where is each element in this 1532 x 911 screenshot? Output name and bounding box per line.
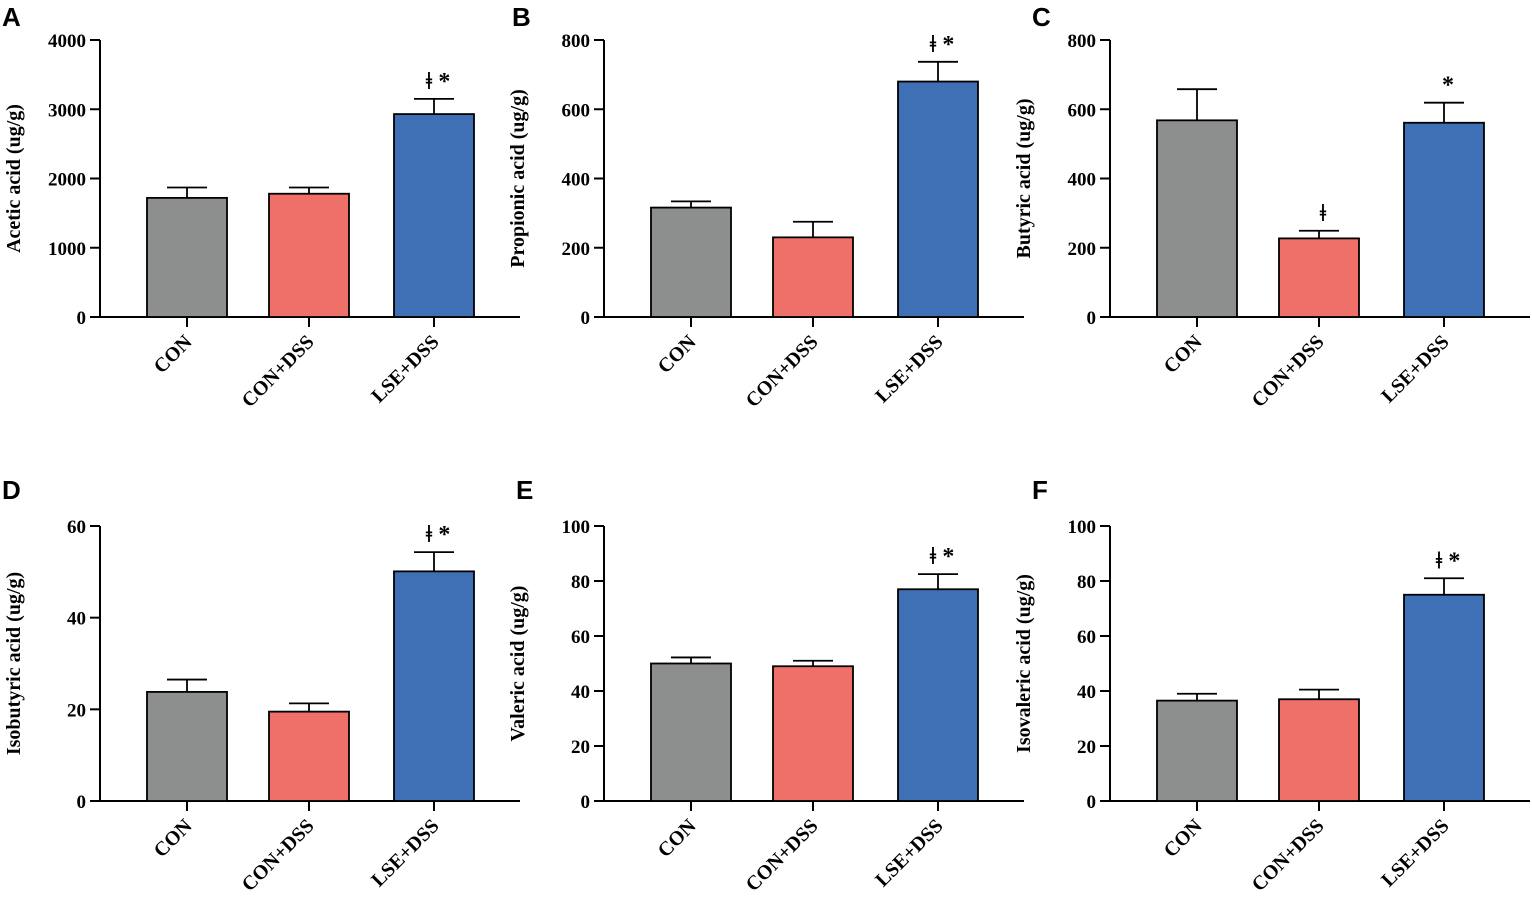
y-tick-label: 40 <box>67 609 86 630</box>
category-label: LSE+DSS <box>1377 815 1453 891</box>
category-label: CON <box>150 331 197 378</box>
y-tick-label: 20 <box>1077 737 1096 758</box>
y-tick-label: 3000 <box>48 100 86 121</box>
y-tick-label: 0 <box>1087 308 1097 329</box>
y-tick-label: 60 <box>1077 627 1096 648</box>
bar-con-dss <box>772 236 854 318</box>
y-tick-label: 20 <box>67 700 86 721</box>
bar-con-dss <box>1278 237 1360 318</box>
panel-letter: D <box>2 475 21 505</box>
category-label: LSE+DSS <box>871 331 947 407</box>
y-tick-label: 800 <box>1068 31 1097 52</box>
y-axis-label: Isovaleric acid (ug/g) <box>1013 574 1035 753</box>
category-label: CON <box>654 331 701 378</box>
panel-letter: B <box>512 2 531 32</box>
significance-label: ǂ * <box>930 544 955 570</box>
panel-letter: C <box>1032 2 1051 32</box>
y-tick-label: 60 <box>571 627 590 648</box>
y-tick-label: 0 <box>581 308 591 329</box>
significance-label: ǂ * <box>930 32 955 58</box>
bar-lse-dss <box>393 570 475 802</box>
panel-letter: E <box>516 475 533 505</box>
category-label: LSE+DSS <box>367 331 443 407</box>
category-label: LSE+DSS <box>871 815 947 891</box>
y-tick-label: 40 <box>571 682 590 703</box>
category-label: CON+DSS <box>238 331 319 412</box>
panel-letter: F <box>1032 475 1048 505</box>
bar-con <box>650 206 732 318</box>
y-tick-label: 600 <box>562 100 591 121</box>
bar-con <box>650 662 732 802</box>
panel-a: A 0 1000 2000 3000 4000 Acetic acid (ug/g) CON C… <box>2 2 520 412</box>
panel-c: C 0 200 400 600 800 Butyric acid (ug/g) CON CON+… <box>1013 2 1530 412</box>
bar-lse-dss <box>1403 593 1485 802</box>
y-tick-label: 2000 <box>48 170 86 191</box>
bar-con-dss <box>268 710 350 802</box>
bar-con <box>146 691 228 802</box>
category-label: LSE+DSS <box>367 815 443 891</box>
category-label: CON+DSS <box>1248 331 1329 412</box>
category-label: CON <box>1160 331 1207 378</box>
y-axis-label: Butyric acid (ug/g) <box>1013 99 1035 259</box>
bar-con-dss <box>772 665 854 802</box>
bar-lse-dss <box>897 80 979 318</box>
significance-label: * <box>1442 73 1454 99</box>
y-axis-label: Acetic acid (ug/g) <box>3 104 25 253</box>
category-label: CON <box>654 815 701 862</box>
panel-d: D 0 20 40 60 Isobutyric acid (ug/g) CON CON+DSS… <box>2 475 520 896</box>
y-tick-label: 200 <box>562 239 591 260</box>
bar-con-dss <box>1278 698 1360 802</box>
bar-con-dss <box>268 192 350 318</box>
y-tick-label: 800 <box>562 31 591 52</box>
significance-label: ǂ <box>1320 201 1327 227</box>
y-tick-label: 0 <box>1087 792 1097 813</box>
bar-con <box>1156 699 1238 802</box>
y-axis-label: Isobutyric acid (ug/g) <box>3 572 25 755</box>
bar-lse-dss <box>1403 121 1485 318</box>
y-tick-label: 600 <box>1068 100 1097 121</box>
significance-label: ǂ * <box>426 69 451 95</box>
category-label: CON+DSS <box>1248 815 1329 896</box>
bar-lse-dss <box>897 588 979 802</box>
bar-lse-dss <box>393 113 475 318</box>
category-label: CON+DSS <box>742 815 823 896</box>
y-tick-label: 1000 <box>48 239 86 260</box>
y-tick-label: 0 <box>581 792 591 813</box>
category-label: CON+DSS <box>238 815 319 896</box>
y-tick-label: 400 <box>562 170 591 191</box>
category-label: CON <box>150 815 197 862</box>
panel-e: E 0 20 40 60 80 100 Valeric acid (ug/g) CON CON+D… <box>507 475 1024 896</box>
y-tick-label: 20 <box>571 737 590 758</box>
y-tick-label: 0 <box>77 308 87 329</box>
significance-label: ǂ * <box>1436 548 1461 574</box>
y-tick-label: 400 <box>1068 170 1097 191</box>
y-tick-label: 80 <box>571 572 590 593</box>
y-tick-label: 100 <box>562 517 591 538</box>
y-tick-label: 200 <box>1068 239 1097 260</box>
y-axis-label: Valeric acid (ug/g) <box>507 586 529 742</box>
panel-f: F 0 20 40 60 80 100 Isovaleric acid (ug/g) CON CO… <box>1013 475 1530 896</box>
y-tick-label: 100 <box>1068 517 1097 538</box>
panel-letter: A <box>2 2 21 32</box>
bar-con <box>146 196 228 318</box>
category-label: CON <box>1160 815 1207 862</box>
y-tick-label: 80 <box>1077 572 1096 593</box>
y-tick-label: 4000 <box>48 31 86 52</box>
y-tick-label: 0 <box>77 792 87 813</box>
y-tick-label: 60 <box>67 517 86 538</box>
significance-label: ǂ * <box>426 522 451 548</box>
y-tick-label: 40 <box>1077 682 1096 703</box>
y-axis-label: Propionic acid (ug/g) <box>507 89 529 268</box>
panel-b: B 0 200 400 600 800 Propionic acid (ug/g) CON CO… <box>507 2 1024 412</box>
category-label: CON+DSS <box>742 331 823 412</box>
bar-con <box>1156 119 1238 318</box>
category-label: LSE+DSS <box>1377 331 1453 407</box>
